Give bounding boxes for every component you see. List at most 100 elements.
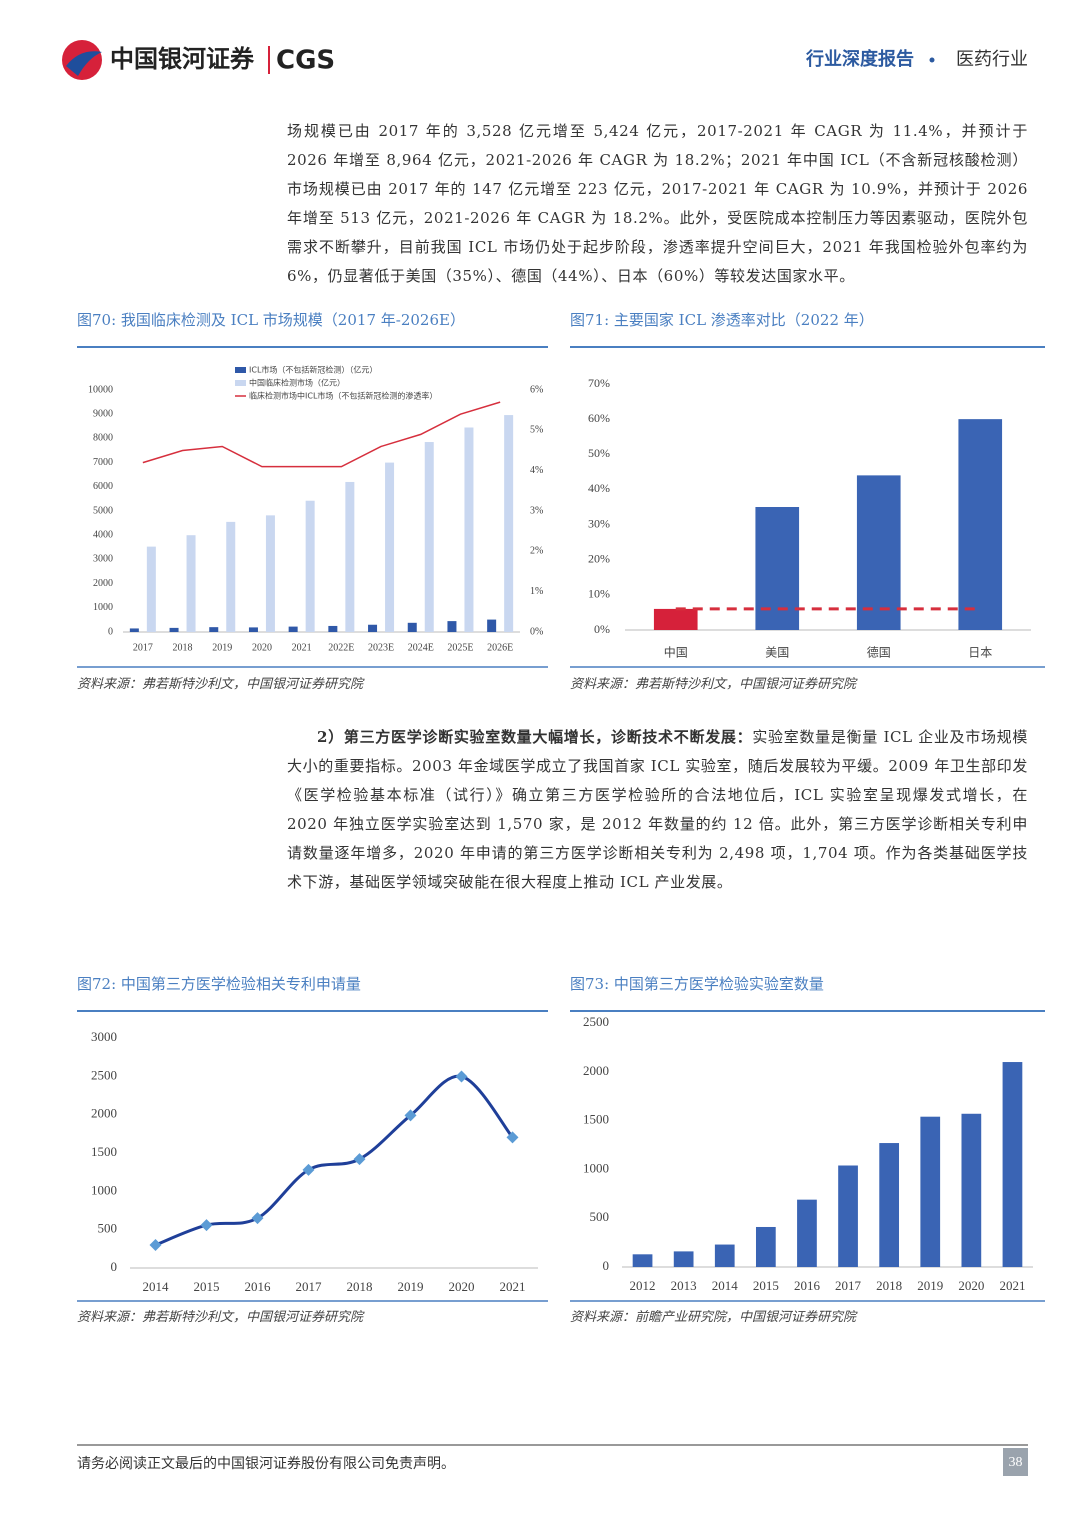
bar — [146, 546, 156, 632]
legend-label: 临床检测市场中ICL市场（不包括新冠检测的渗透率） — [249, 391, 437, 401]
bar — [385, 462, 395, 632]
y-tick-label: 1000 — [583, 1160, 609, 1175]
bar — [407, 622, 417, 632]
y-tick-label: 1500 — [91, 1144, 117, 1159]
bar — [920, 1116, 941, 1267]
bar — [129, 628, 139, 632]
x-tick-label: 2026E — [487, 642, 513, 653]
bar — [424, 442, 434, 632]
x-tick-label: 2013 — [671, 1278, 697, 1293]
x-tick-label: 2021 — [500, 1279, 526, 1294]
legend-label: 中国临床检测市场（亿元） — [249, 378, 345, 388]
x-tick-label: 美国 — [765, 646, 789, 660]
y-tick-label: 10% — [588, 587, 610, 601]
x-tick-label: 2015 — [194, 1279, 220, 1294]
y2-tick-label: 2% — [530, 546, 543, 557]
bar — [169, 627, 179, 632]
bar — [958, 419, 1003, 630]
bar — [879, 1143, 900, 1267]
y2-tick-label: 3% — [530, 505, 543, 516]
x-tick-label: 2022E — [328, 642, 354, 653]
x-tick-label: 2024E — [408, 642, 434, 653]
y-tick-label: 0 — [108, 626, 113, 637]
y-tick-label: 0 — [111, 1259, 118, 1274]
bar — [797, 1199, 817, 1267]
y-tick-label: 500 — [98, 1221, 118, 1236]
y-tick-label: 30% — [588, 516, 610, 530]
bar — [856, 475, 901, 630]
x-tick-label: 2017 — [835, 1278, 862, 1293]
paragraph-lead: 2）第三方医学诊断实验室数量大幅增长，诊断技术不断发展： — [317, 728, 753, 746]
y-tick-label: 1000 — [93, 602, 113, 613]
page-number: 38 — [1009, 1455, 1023, 1470]
bar — [209, 627, 219, 632]
x-tick-label: 2020 — [958, 1278, 984, 1293]
bar — [345, 481, 355, 632]
x-tick-label: 2023E — [368, 642, 394, 653]
figure-source: 资料来源：弗若斯特沙利文，中国银河证券研究院 — [77, 677, 364, 692]
marker — [149, 1239, 162, 1251]
logo-cn: 中国银河证券 — [110, 45, 255, 73]
paragraph: 2）第三方医学诊断实验室数量大幅增长，诊断技术不断发展：实验室数量是衡量 ICL… — [287, 723, 1028, 897]
marker — [353, 1153, 366, 1166]
bar — [464, 427, 474, 632]
y-tick-label: 500 — [590, 1209, 610, 1224]
marker — [506, 1131, 519, 1144]
bar — [328, 625, 338, 632]
bar — [265, 515, 275, 632]
y-tick-label: 7000 — [93, 457, 113, 468]
marker — [302, 1163, 315, 1176]
marker — [200, 1219, 213, 1232]
y-tick-label: 2000 — [91, 1106, 117, 1121]
x-tick-label: 中国 — [664, 645, 688, 660]
bar — [673, 1251, 694, 1267]
x-tick-label: 2021 — [999, 1278, 1025, 1293]
x-tick-label: 2014 — [712, 1278, 739, 1293]
x-tick-label: 德国 — [867, 645, 891, 660]
page-number-box — [1003, 1448, 1028, 1476]
y-tick-label: 2000 — [583, 1063, 609, 1078]
bar — [838, 1165, 858, 1267]
logo: 中国银河证券 CGS — [62, 40, 335, 80]
sector: 医药行业 — [956, 49, 1028, 70]
figure-title: 图70: 我国临床检测及 ICL 市场规模（2017 年-2026E） — [77, 311, 465, 329]
y2-tick-label: 1% — [530, 586, 543, 597]
paragraph-body: 实验室数量是衡量 ICL 企业及市场规模大小的重要指标。2003 年金域医学成立… — [287, 728, 1028, 891]
y-tick-label: 0% — [594, 622, 610, 636]
marker — [455, 1070, 468, 1083]
bar — [248, 627, 258, 632]
legend-swatch — [235, 367, 246, 373]
y-tick-label: 1500 — [583, 1112, 609, 1127]
bar — [487, 619, 497, 632]
bar — [368, 624, 378, 632]
figure-title: 图73: 中国第三方医学检验实验室数量 — [570, 975, 824, 993]
bar — [755, 1226, 776, 1267]
x-tick-label: 日本 — [968, 646, 992, 660]
y-tick-label: 70% — [588, 376, 610, 390]
marker — [404, 1109, 417, 1122]
figure-source: 资料来源：前瞻产业研究院，中国银河证券研究院 — [570, 1310, 857, 1325]
y-tick-label: 4000 — [93, 529, 113, 540]
x-tick-label: 2015 — [753, 1278, 779, 1293]
paragraph: 场规模已由 2017 年的 3,528 亿元增至 5,424 亿元，2017-2… — [287, 122, 1028, 285]
y2-tick-label: 4% — [530, 465, 543, 476]
bar — [632, 1254, 653, 1267]
bar — [226, 521, 236, 632]
x-tick-label: 2017 — [296, 1279, 323, 1294]
y-tick-label: 10000 — [88, 384, 113, 395]
figure-title: 图72: 中国第三方医学检验相关专利申请量 — [77, 975, 361, 993]
x-tick-label: 2021 — [292, 642, 312, 653]
legend-swatch — [235, 380, 246, 386]
y2-tick-label: 6% — [530, 384, 543, 395]
x-tick-label: 2020 — [252, 642, 272, 653]
legend-label: ICL市场（不包括新冠检测）（亿元） — [249, 365, 377, 375]
y-tick-label: 2500 — [91, 1067, 117, 1082]
figure-source: 资料来源：弗若斯特沙利文，中国银河证券研究院 — [77, 1310, 364, 1325]
x-tick-label: 2018 — [173, 642, 193, 653]
y-tick-label: 2000 — [93, 578, 113, 589]
y-tick-label: 60% — [588, 411, 610, 425]
y-tick-label: 3000 — [91, 1029, 117, 1044]
bar — [1002, 1062, 1023, 1267]
